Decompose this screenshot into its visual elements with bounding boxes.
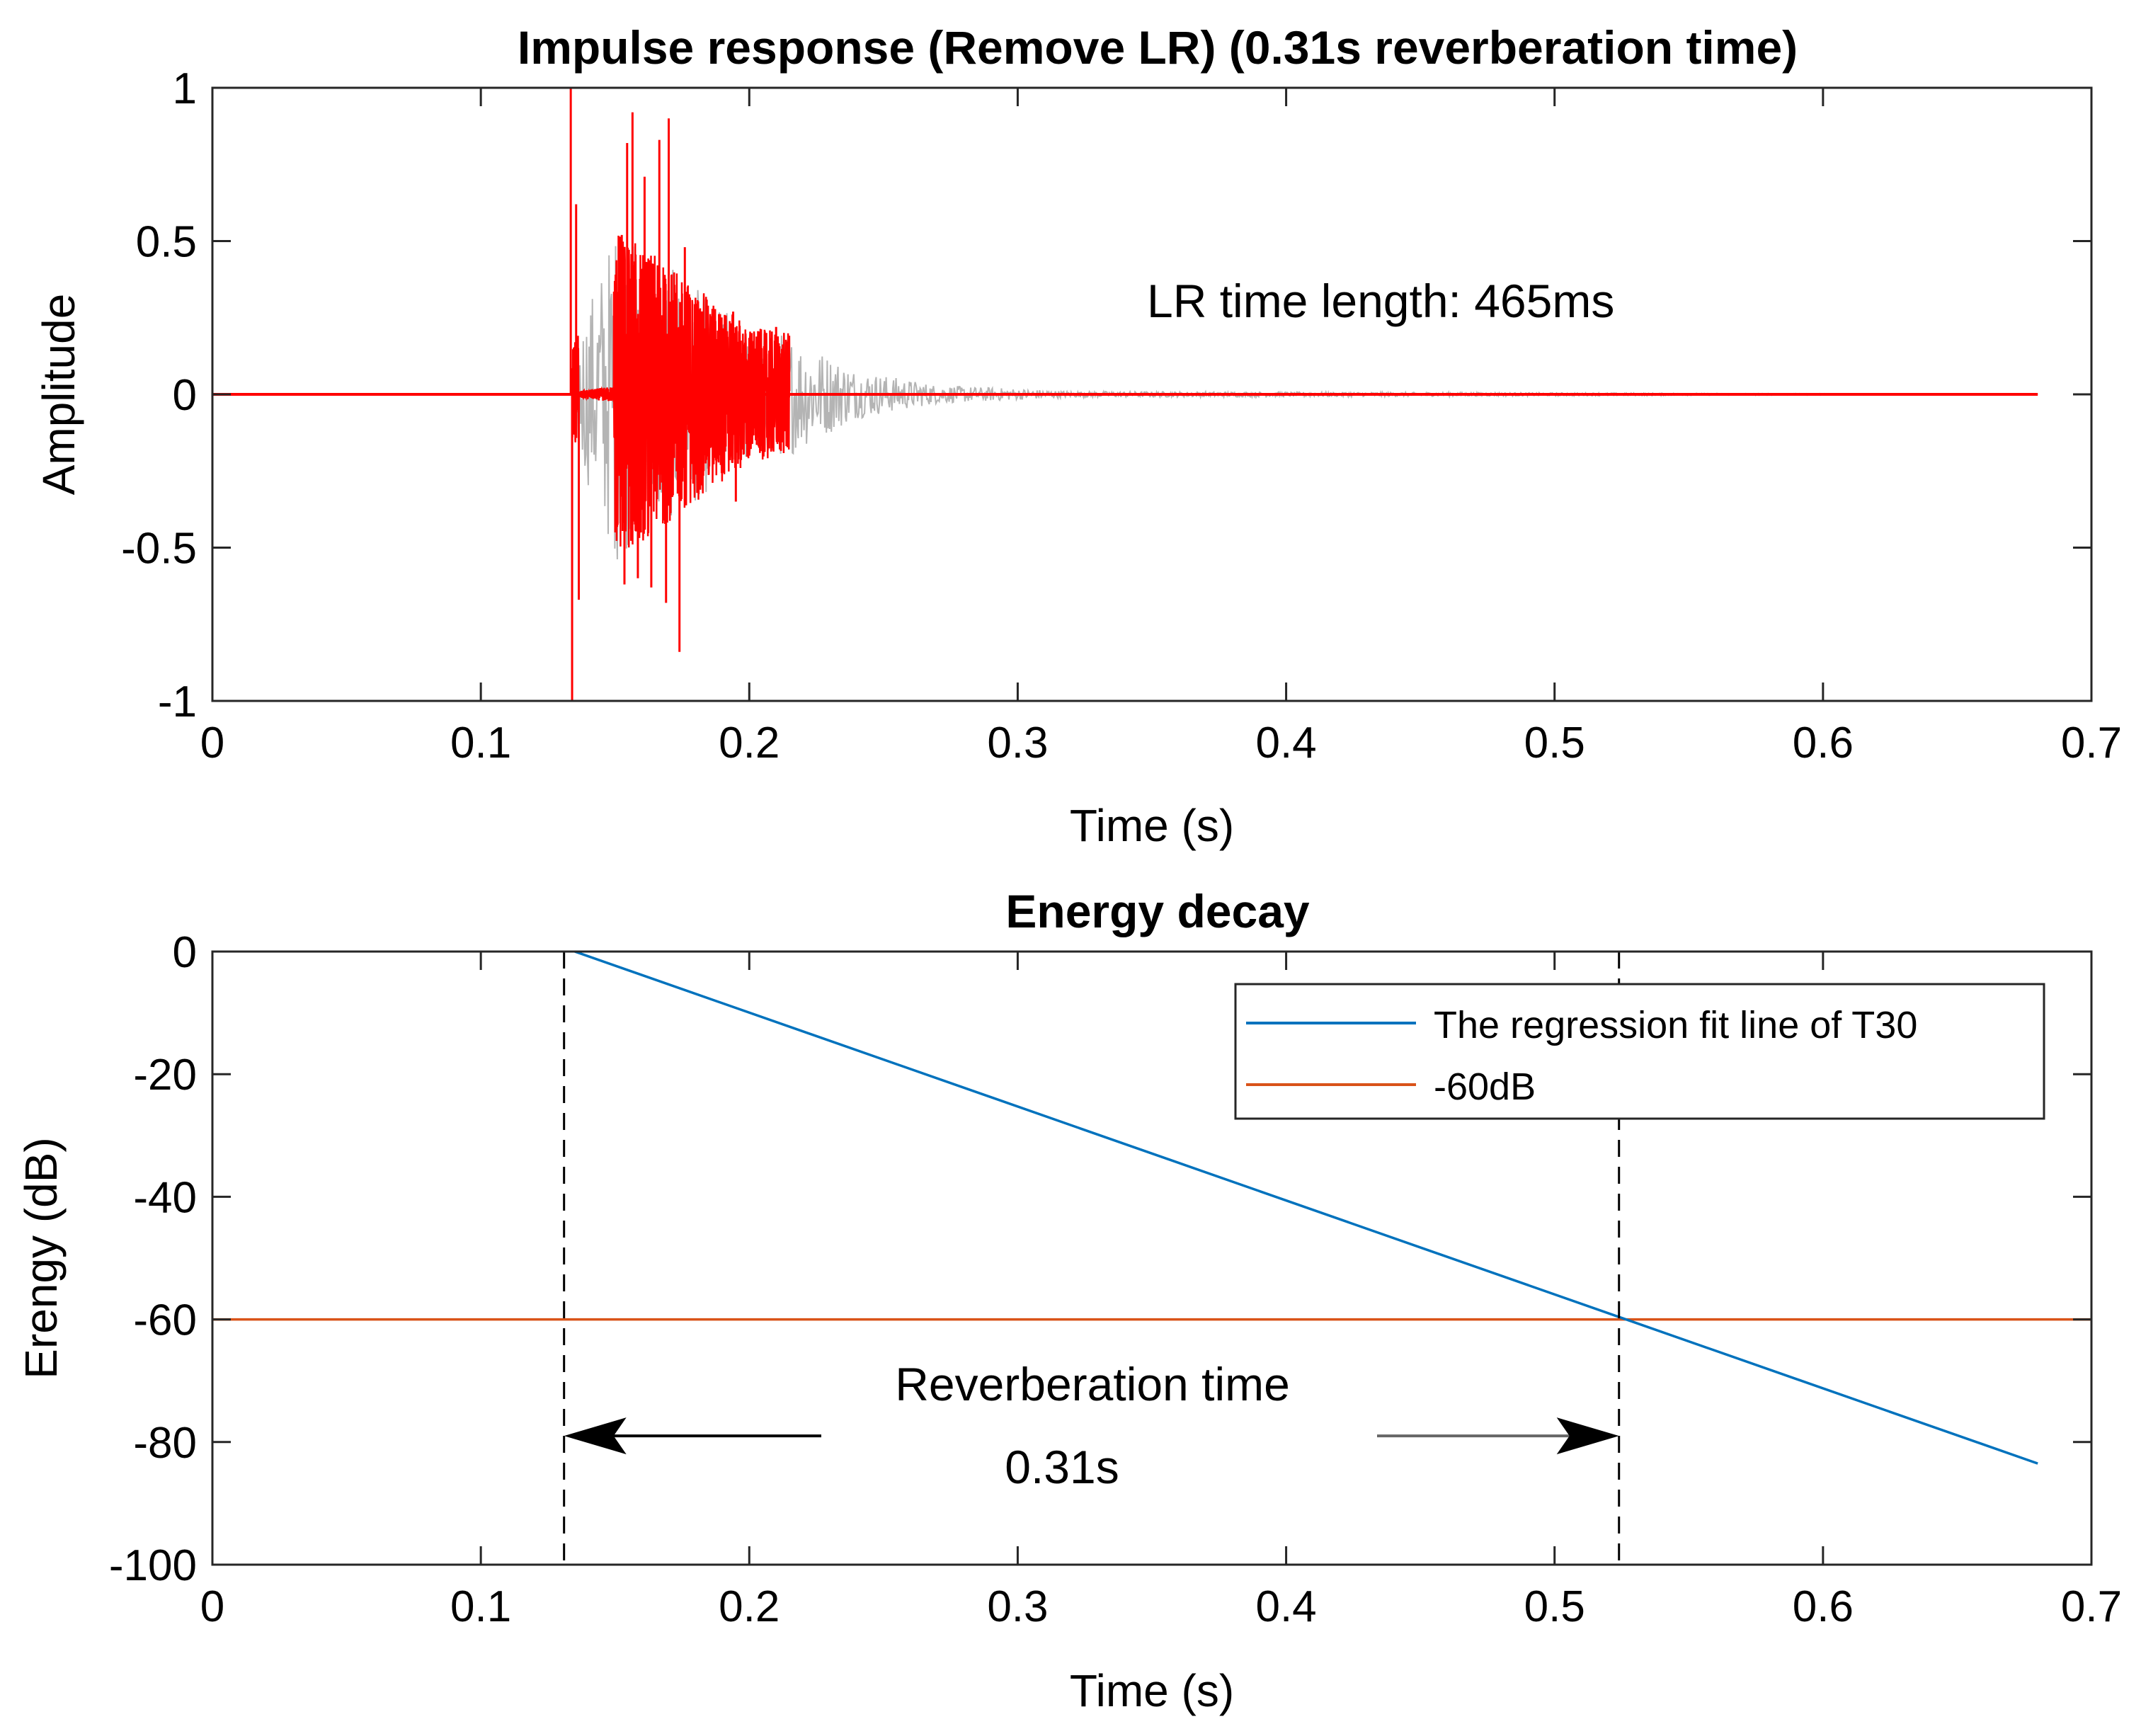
- energy-x-ticks: 0 0.1 0.2 0.3 0.4 0.5 0.6 0.7: [200, 952, 2122, 1631]
- impulse-y-axis-label: Amplitude: [33, 294, 84, 496]
- impulse-response-gray-trace: [212, 246, 2038, 560]
- impulse-x-ticks: 0 0.1 0.2 0.3 0.4 0.5 0.6 0.7: [200, 88, 2122, 767]
- chart-title-impulse: Impulse response (Remove LR) (0.31s reve…: [518, 21, 1798, 74]
- impulse-x-axis-label: Time (s): [1070, 800, 1234, 851]
- impulse-x-tick-label: 0.4: [1255, 719, 1316, 767]
- energy-y-tick-label: -100: [109, 1541, 197, 1590]
- impulse-x-tick-label: 0.5: [1524, 719, 1585, 767]
- impulse-plot-area: [212, 88, 2038, 701]
- legend-label-regression: The regression fit line of T30: [1434, 1004, 1917, 1046]
- impulse-y-ticks: 1 0.5 0 -0.5 -1: [121, 64, 2091, 726]
- left-arrow-head: [564, 1417, 627, 1455]
- reverberation-time-label: Reverberation time: [895, 1358, 1290, 1410]
- impulse-y-tick-label: 0: [173, 371, 197, 420]
- energy-x-tick-label: 0: [200, 1582, 224, 1631]
- impulse-y-tick-label: -1: [158, 678, 197, 726]
- impulse-x-tick-label: 0: [200, 719, 224, 767]
- lr-removed-red-trace: [561, 235, 791, 548]
- energy-y-tick-label: -40: [133, 1173, 197, 1222]
- impulse-x-tick-label: 0.2: [719, 719, 780, 767]
- chart-title-energy: Energy decay: [1005, 885, 1310, 937]
- energy-axes-frame: [211, 950, 2093, 1566]
- energy-x-tick-label: 0.1: [450, 1582, 511, 1631]
- right-arrow-head: [1556, 1417, 1619, 1455]
- lr-time-length-annotation: LR time length: 465ms: [1147, 275, 1614, 327]
- energy-plot-area: [212, 950, 2091, 1565]
- energy-y-ticks: 0 -20 -40 -60 -80 -100: [109, 928, 2091, 1590]
- impulse-x-tick-label: 0.1: [450, 719, 511, 767]
- impulse-y-tick-label: -0.5: [121, 525, 197, 573]
- energy-x-axis-label: Time (s): [1070, 1665, 1234, 1716]
- legend-box: [1234, 983, 2045, 1120]
- impulse-x-tick-label: 0.7: [2061, 719, 2122, 767]
- energy-x-tick-label: 0.5: [1524, 1582, 1585, 1631]
- energy-x-tick-label: 0.7: [2061, 1582, 2122, 1631]
- energy-x-tick-label: 0.4: [1255, 1582, 1316, 1631]
- energy-y-tick-label: -20: [133, 1051, 197, 1100]
- energy-x-tick-label: 0.2: [719, 1582, 780, 1631]
- impulse-x-tick-label: 0.3: [987, 719, 1048, 767]
- energy-y-tick-label: 0: [173, 928, 197, 977]
- reverberation-time-value: 0.31s: [1005, 1441, 1119, 1493]
- energy-y-tick-label: -60: [133, 1296, 197, 1345]
- impulse-response-panel: Impulse response (Remove LR) (0.31s reve…: [33, 21, 2122, 851]
- regression-fit-line: [574, 950, 2038, 1465]
- impulse-y-tick-label: 0.5: [136, 218, 197, 267]
- legend: The regression fit line of T30 -60dB: [1234, 983, 2045, 1120]
- legend-label-60db: -60dB: [1434, 1066, 1536, 1108]
- energy-x-tick-label: 0.6: [1793, 1582, 1854, 1631]
- impulse-x-tick-label: 0.6: [1793, 719, 1854, 767]
- impulse-y-tick-label: 1: [173, 64, 197, 113]
- energy-decay-panel: Energy decay 0 0.1 0.2 0.3 0.4 0.5 0.6 0.7 0 -20…: [16, 885, 2122, 1716]
- energy-x-tick-label: 0.3: [987, 1582, 1048, 1631]
- energy-y-axis-label: Erengy (dB): [16, 1137, 67, 1378]
- energy-y-tick-label: -80: [133, 1419, 197, 1468]
